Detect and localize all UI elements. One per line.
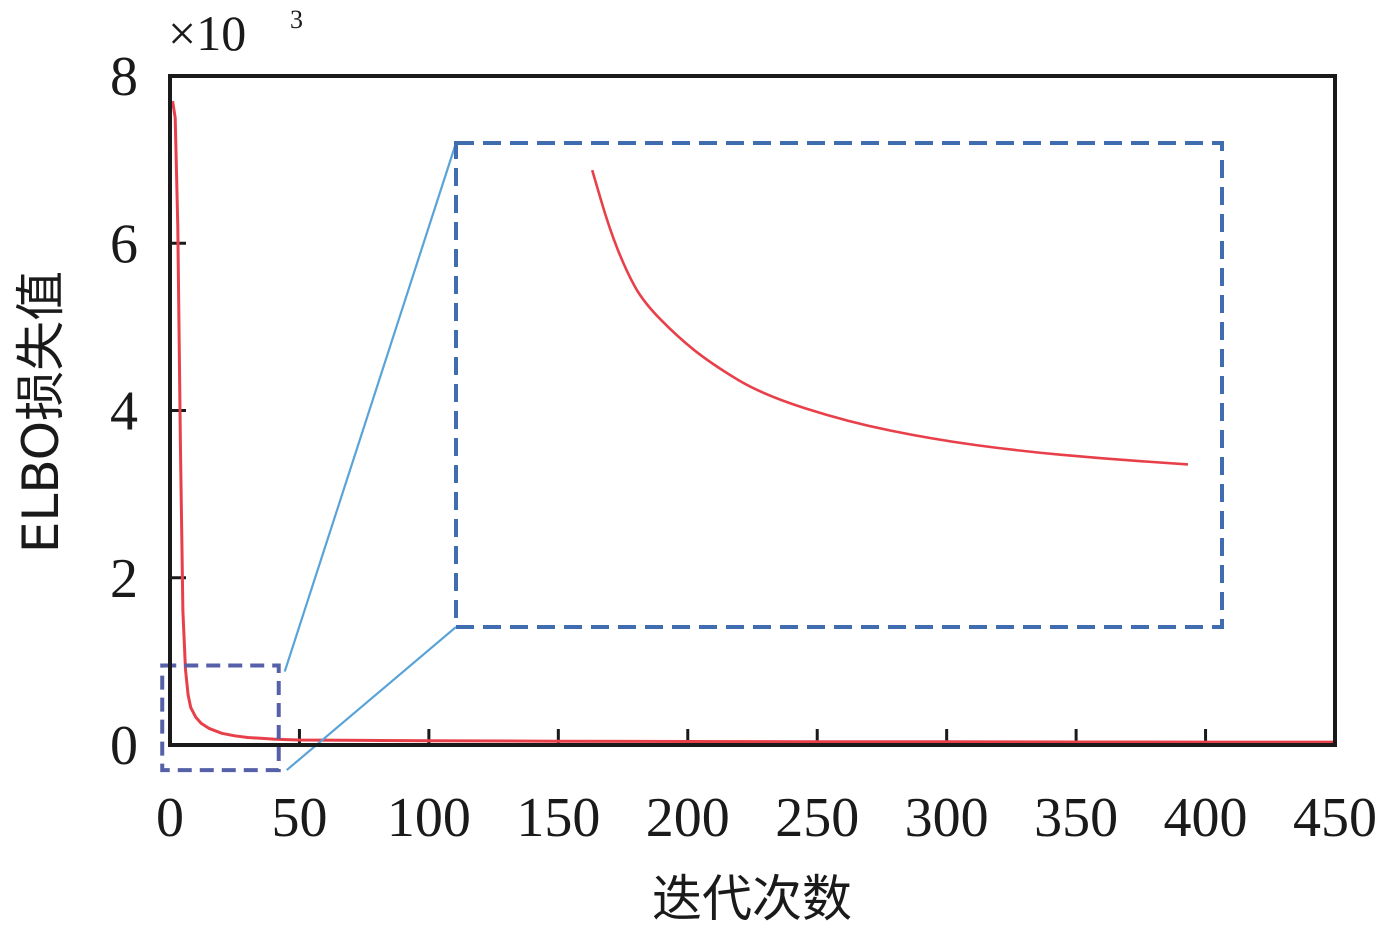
zoom-inset-box [454,141,1224,629]
x-tick-label-400: 400 [1164,787,1248,849]
x-axis-label: 迭代次数 [652,870,852,927]
x-tick-label-450: 450 [1293,787,1377,849]
main-series-layer [171,100,1335,744]
y-tick-label-0: 0 [110,715,138,777]
y-tick-label-8: 8 [110,46,138,108]
y-tick-label-6: 6 [110,213,138,275]
x-tick-label-250: 250 [775,787,859,849]
x-tick-label-200: 200 [646,787,730,849]
x-tick-label-50: 50 [271,787,327,849]
zoom-source-box [160,663,281,773]
tick-labels-layer: 0 50 100 150 200 250 300 350 400 450 0 2 4 6 8 [110,46,1377,849]
y-tick-label-4: 4 [110,381,138,443]
y-tick-label-2: 2 [110,548,138,610]
y-multiplier-exponent: 3 [290,5,303,34]
x-tick-label-350: 350 [1034,787,1118,849]
x-tick-label-100: 100 [387,787,471,849]
x-tick-label-150: 150 [516,787,600,849]
y-multiplier-base: ×10 [168,5,246,61]
x-tick-label-0: 0 [156,787,184,849]
plot-frame [168,74,1337,747]
loss-series-line [171,100,1335,744]
zoom-inset-line [590,169,1189,466]
zoom-connector-top [283,142,458,672]
x-tick-label-300: 300 [905,787,989,849]
zoom-connector-bottom [286,626,457,771]
zoom-inset-layer [160,141,1224,773]
y-axis-label: ELBO损失值 [12,271,70,553]
